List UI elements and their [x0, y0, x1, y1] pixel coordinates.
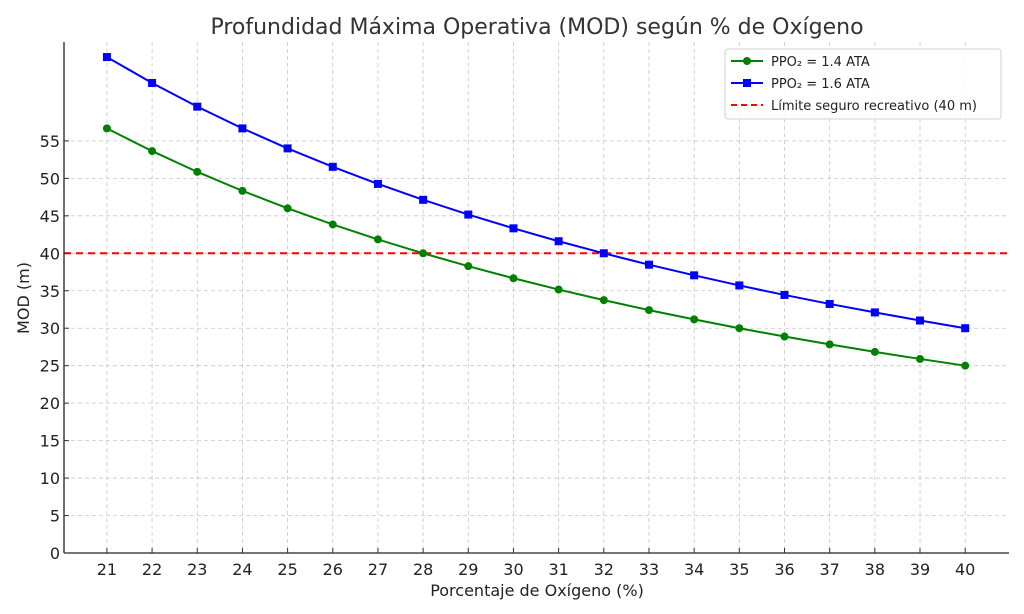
data-point-square: [419, 195, 428, 204]
x-tick-label: 40: [955, 560, 975, 579]
x-tick-label: 25: [277, 560, 297, 579]
data-point-square: [916, 316, 925, 325]
y-tick-label: 55: [40, 132, 60, 151]
data-point-square: [328, 162, 337, 171]
data-point-square: [870, 308, 879, 317]
data-point-circle: [148, 147, 157, 156]
y-tick-label: 5: [50, 507, 60, 526]
y-axis-label: MOD (m): [14, 262, 33, 334]
data-point-square: [373, 179, 382, 188]
data-point-square: [961, 324, 970, 333]
y-tick-label: 15: [40, 432, 60, 451]
data-point-square: [690, 271, 699, 280]
x-tick-label: 34: [684, 560, 704, 579]
data-point-square: [599, 249, 608, 258]
y-tick-label: 20: [40, 394, 60, 413]
y-tick-label: 0: [50, 544, 60, 563]
data-point-square: [148, 78, 157, 87]
data-point-circle: [193, 167, 202, 176]
data-point-circle: [102, 124, 111, 133]
y-tick-label: 25: [40, 357, 60, 376]
axes: [63, 42, 1009, 554]
legend-marker-circle-icon: [743, 57, 751, 65]
data-point-circle: [825, 340, 834, 349]
data-point-square: [464, 210, 473, 219]
chart-title: Profundidad Máxima Operativa (MOD) según…: [210, 15, 863, 40]
x-tick-label: 22: [142, 560, 162, 579]
series-group: [102, 53, 970, 370]
data-point-circle: [916, 354, 925, 363]
x-tick-label: 26: [323, 560, 343, 579]
data-point-circle: [238, 186, 247, 195]
y-ticks: 0 5 10 15 20 25 30 35 40 45 50 55: [40, 132, 69, 563]
data-point-circle: [554, 285, 563, 294]
series-line-1: [106, 56, 966, 330]
x-tick-label: 29: [458, 560, 478, 579]
legend: PPO₂ = 1.4 ATA PPO₂ = 1.6 ATA Límite seg…: [724, 48, 1002, 120]
data-point-circle: [328, 220, 337, 229]
x-tick-label: 33: [639, 560, 659, 579]
data-point-circle: [870, 347, 879, 356]
data-point-square: [102, 53, 111, 62]
data-point-circle: [283, 204, 292, 213]
x-tick-label: 35: [729, 560, 749, 579]
data-point-circle: [735, 324, 744, 333]
data-point-circle: [599, 296, 608, 305]
x-tick-label: 39: [910, 560, 930, 579]
data-point-square: [509, 224, 518, 233]
y-tick-label: 50: [40, 169, 60, 188]
y-tick-label: 35: [40, 282, 60, 301]
data-point-circle: [780, 332, 789, 341]
data-point-square: [283, 144, 292, 153]
x-tick-label: 36: [774, 560, 794, 579]
x-tick-label: 32: [594, 560, 614, 579]
x-axis-label: Porcentaje de Oxígeno (%): [430, 581, 644, 600]
data-point-circle: [690, 315, 699, 324]
x-tick-label: 24: [232, 560, 252, 579]
legend-label-limit: Límite seguro recreativo (40 m): [771, 99, 977, 114]
x-tick-label: 23: [187, 560, 207, 579]
x-tick-label: 27: [368, 560, 388, 579]
data-point-circle: [373, 235, 382, 244]
data-point-square: [780, 290, 789, 299]
data-point-square: [825, 299, 834, 308]
data-point-circle: [509, 274, 518, 283]
x-tick-label: 28: [413, 560, 433, 579]
y-tick-label: 40: [40, 244, 60, 263]
legend-box: [724, 48, 1002, 120]
data-point-square: [238, 124, 247, 133]
x-ticks: 21 22 23 24 25 26 27 28 29 30 31 32 33 34 35 36 37 38 39 40: [97, 548, 975, 579]
data-point-circle: [644, 306, 653, 315]
x-tick-label: 21: [97, 560, 117, 579]
data-point-square: [554, 237, 563, 246]
x-tick-label: 37: [819, 560, 839, 579]
data-point-square: [644, 260, 653, 269]
y-tick-label: 30: [40, 319, 60, 338]
x-tick-label: 31: [548, 560, 568, 579]
x-tick-label: 38: [865, 560, 885, 579]
data-point-square: [193, 102, 202, 111]
data-point-circle: [961, 361, 970, 370]
legend-label-1.4: PPO₂ = 1.4 ATA: [771, 55, 870, 70]
legend-label-1.6: PPO₂ = 1.6 ATA: [771, 77, 870, 92]
data-point-circle: [419, 249, 428, 258]
y-tick-label: 10: [40, 469, 60, 488]
legend-marker-square-icon: [743, 79, 751, 87]
data-point-circle: [464, 262, 473, 271]
y-tick-label: 45: [40, 207, 60, 226]
x-tick-label: 30: [503, 560, 523, 579]
series-line-0: [106, 127, 966, 367]
data-point-square: [735, 281, 744, 290]
